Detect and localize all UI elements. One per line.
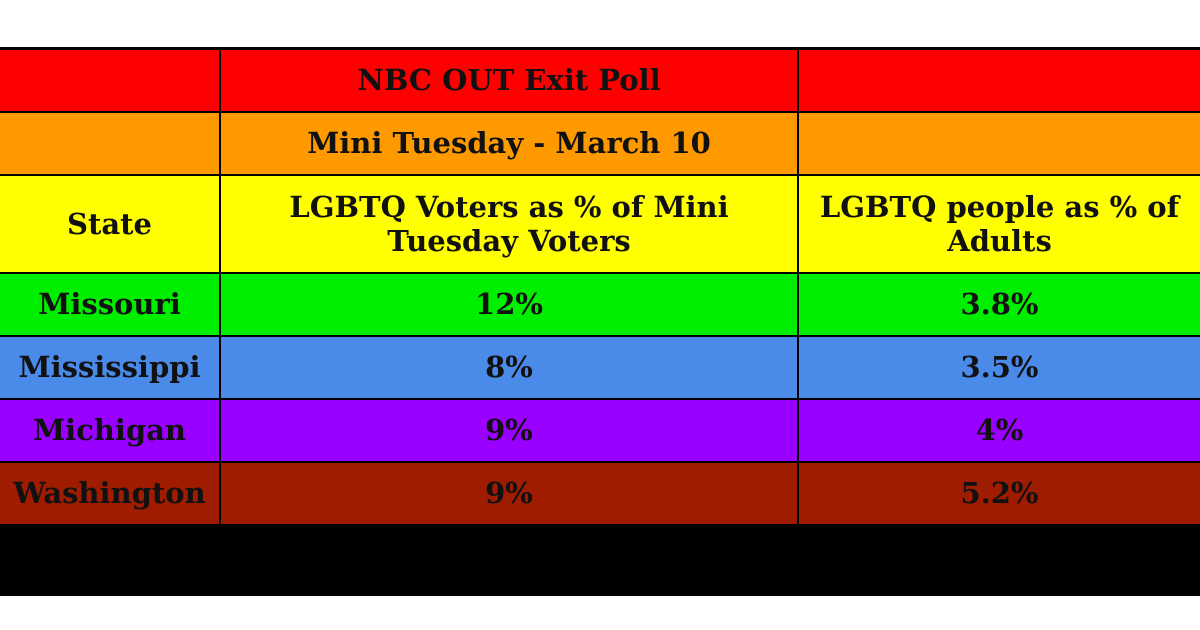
table-title: NBC OUT Exit Poll xyxy=(219,47,799,113)
column-header-voters-pct: LGBTQ Voters as % of Mini Tuesday Voters xyxy=(219,173,799,274)
column-header-adults-pct: LGBTQ people as % of Adults xyxy=(797,173,1200,274)
table-row: Mississippi 8% 3.5% xyxy=(0,334,1200,400)
adults-pct-cell: 5.2% xyxy=(797,460,1200,526)
state-cell: Michigan xyxy=(0,397,221,463)
adults-pct-cell: 3.8% xyxy=(797,271,1200,337)
voters-pct-cell: 8% xyxy=(219,334,799,400)
state-cell: Missouri xyxy=(0,271,221,337)
voters-pct-cell: 9% xyxy=(219,397,799,463)
voters-pct-cell: 9% xyxy=(219,460,799,526)
exit-poll-table: NBC OUT Exit Poll Mini Tuesday - March 1… xyxy=(0,47,1200,596)
table-row: Michigan 9% 4% xyxy=(0,397,1200,463)
state-cell: Mississippi xyxy=(0,334,221,400)
footer-band-cell xyxy=(219,523,799,596)
subtitle-row-cell-left xyxy=(0,110,221,176)
subtitle-row-cell-right xyxy=(797,110,1200,176)
state-cell: Washington xyxy=(0,460,221,526)
table-row: Washington 9% 5.2% xyxy=(0,460,1200,526)
table-row: Missouri 12% 3.8% xyxy=(0,271,1200,337)
voters-pct-cell: 12% xyxy=(219,271,799,337)
subtitle-row: Mini Tuesday - March 10 xyxy=(0,110,1200,176)
title-row-cell-left xyxy=(0,47,221,113)
column-header-state: State xyxy=(0,173,221,274)
adults-pct-cell: 3.5% xyxy=(797,334,1200,400)
header-row: State LGBTQ Voters as % of Mini Tuesday … xyxy=(0,173,1200,274)
title-row: NBC OUT Exit Poll xyxy=(0,47,1200,113)
footer-band-row xyxy=(0,523,1200,596)
footer-band-cell xyxy=(0,523,221,596)
adults-pct-cell: 4% xyxy=(797,397,1200,463)
table-subtitle: Mini Tuesday - March 10 xyxy=(219,110,799,176)
footer-band-cell xyxy=(797,523,1200,596)
title-row-cell-right xyxy=(797,47,1200,113)
